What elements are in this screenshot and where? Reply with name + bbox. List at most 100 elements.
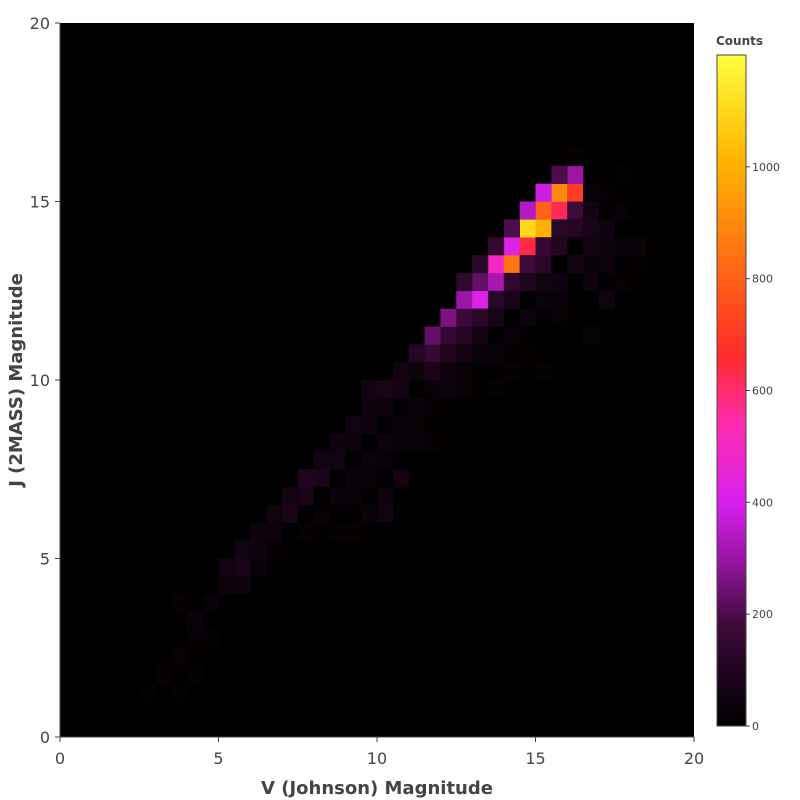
heatmap-bin bbox=[361, 380, 378, 399]
colorbar-tick-label: 400 bbox=[752, 496, 773, 509]
heatmap-bin bbox=[377, 433, 394, 452]
heatmap-bin bbox=[551, 219, 568, 238]
heatmap-bin bbox=[392, 433, 409, 452]
heatmap-bin bbox=[361, 415, 378, 434]
heatmap-bin bbox=[392, 415, 409, 434]
heatmap-bin bbox=[456, 380, 473, 399]
heatmap-bin bbox=[345, 487, 362, 506]
heatmap-bin bbox=[424, 380, 441, 399]
heatmap-bin bbox=[297, 469, 314, 488]
y-axis-title: J (2MASS) Magnitude bbox=[6, 273, 27, 489]
heatmap-bin bbox=[424, 326, 441, 345]
heatmap-bin bbox=[266, 504, 283, 524]
heatmap-bin bbox=[487, 380, 505, 399]
heatmap-bins bbox=[139, 147, 647, 702]
y-tick-label: 20 bbox=[30, 14, 50, 33]
heatmap-bin bbox=[503, 362, 520, 381]
colorbar-tick-label: 800 bbox=[752, 273, 773, 286]
heatmap-bin bbox=[377, 504, 394, 524]
heatmap-bin bbox=[250, 522, 267, 541]
heatmap-bin bbox=[408, 433, 425, 452]
heatmap-bin bbox=[170, 683, 188, 702]
heatmap-bin bbox=[567, 255, 584, 274]
heatmap-bin bbox=[487, 255, 505, 274]
heatmap-bin bbox=[250, 558, 267, 577]
heatmap-bin bbox=[408, 362, 425, 381]
heatmap-bin bbox=[487, 308, 505, 327]
heatmap-bin bbox=[630, 255, 647, 274]
heatmap-bin bbox=[583, 255, 600, 274]
heatmap-bin bbox=[456, 308, 473, 327]
heatmap-bin bbox=[551, 165, 568, 184]
heatmap-bin bbox=[329, 433, 346, 452]
heatmap-bin bbox=[313, 469, 330, 488]
heatmap-bin bbox=[456, 344, 473, 363]
heatmap-bin bbox=[583, 272, 600, 292]
heatmap-bin bbox=[139, 683, 156, 702]
x-tick-label: 5 bbox=[213, 749, 223, 768]
heatmap-bin bbox=[583, 183, 600, 202]
heatmap-bin bbox=[567, 219, 584, 238]
heatmap-bin bbox=[583, 237, 600, 256]
heatmap-bin bbox=[503, 290, 520, 309]
heatmap-bin bbox=[487, 237, 505, 256]
heatmap-bin bbox=[440, 344, 457, 363]
heatmap-bin bbox=[218, 558, 235, 577]
heatmap-bin bbox=[250, 540, 267, 559]
heatmap-bin bbox=[297, 522, 314, 541]
heatmap-bin bbox=[456, 326, 473, 345]
x-axis-title: V (Johnson) Magnitude bbox=[261, 778, 493, 799]
heatmap-bin bbox=[408, 344, 425, 363]
heatmap-bin bbox=[392, 362, 409, 381]
heatmap-bin bbox=[519, 255, 536, 274]
y-ticks: 0 5 10 15 20 bbox=[30, 14, 60, 747]
y-tick-label: 0 bbox=[40, 728, 50, 747]
heatmap-bin bbox=[408, 397, 425, 416]
heatmap-bin bbox=[202, 594, 219, 613]
heatmap-bin bbox=[361, 504, 378, 524]
heatmap-bin bbox=[567, 183, 584, 202]
heatmap-bin bbox=[614, 237, 631, 256]
heatmap-bin bbox=[519, 219, 536, 238]
heatmap-bin bbox=[598, 290, 616, 309]
heatmap-bin bbox=[472, 272, 489, 292]
heatmap-bin bbox=[392, 469, 409, 488]
heatmap-bin bbox=[218, 576, 235, 595]
heatmap-bin bbox=[598, 237, 616, 256]
heatmap-bin bbox=[408, 415, 425, 434]
heatmap-bin bbox=[583, 326, 600, 345]
heatmap-bin bbox=[472, 344, 489, 363]
heatmap-bin bbox=[487, 272, 505, 292]
heatmap-bin bbox=[503, 272, 520, 292]
x-tick-label: 20 bbox=[684, 749, 704, 768]
heatmap-bin bbox=[535, 219, 552, 238]
x-ticks: 0 5 10 15 20 bbox=[55, 737, 704, 768]
heatmap-bin bbox=[361, 397, 378, 416]
heatmap-bin bbox=[234, 540, 251, 559]
heatmap-bin bbox=[329, 522, 346, 541]
heatmap-bin bbox=[503, 255, 520, 274]
heatmap-bin bbox=[503, 237, 520, 256]
colorbar-tick-label: 1000 bbox=[752, 161, 780, 174]
heatmap-bin bbox=[440, 308, 457, 327]
heatmap-bin bbox=[614, 272, 631, 292]
heatmap-bin bbox=[551, 183, 568, 202]
heatmap-bin bbox=[519, 201, 536, 220]
heatmap-bin bbox=[503, 219, 520, 238]
heatmap-bin bbox=[567, 147, 584, 167]
heatmap-bin bbox=[345, 433, 362, 452]
heatmap-bin bbox=[392, 380, 409, 399]
heatmap-bin bbox=[281, 487, 299, 506]
x-tick-label: 10 bbox=[367, 749, 387, 768]
heatmap-bin bbox=[519, 308, 536, 327]
heatmap-bin bbox=[551, 201, 568, 220]
colorbar-tick-label: 0 bbox=[752, 720, 759, 733]
heatmap-bin bbox=[551, 290, 568, 309]
x-tick-label: 0 bbox=[55, 749, 65, 768]
heatmap-bin bbox=[345, 415, 362, 434]
heatmap-bin bbox=[456, 290, 473, 309]
heatmap-bin bbox=[424, 344, 441, 363]
heatmap-bin bbox=[313, 451, 330, 470]
heatmap-bin bbox=[583, 201, 600, 220]
